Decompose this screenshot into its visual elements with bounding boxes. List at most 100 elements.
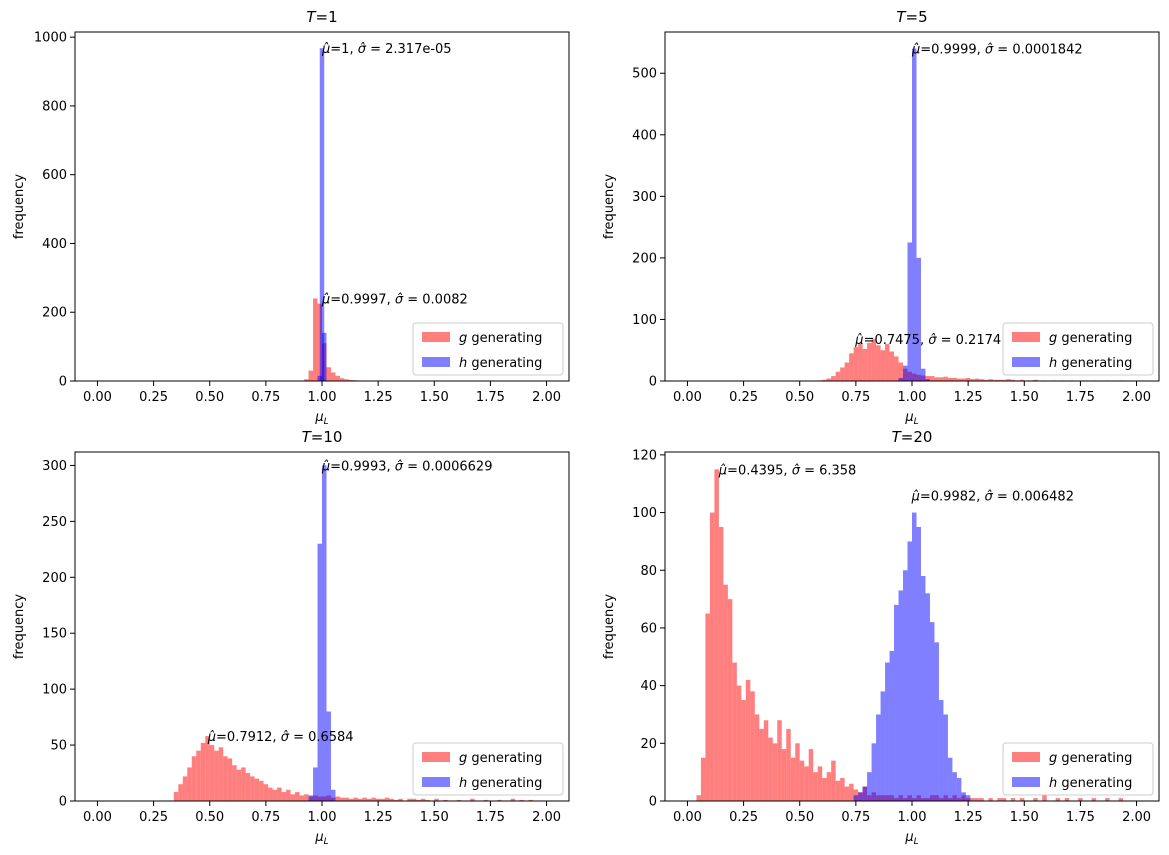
chart-panel-3: 0.00 0.25 0.50 0.75 1.00 1.25 1.50 1.75 2.00 0 50 1… — [12, 428, 570, 847]
x-tick-label: 0.25 — [139, 810, 168, 825]
y-tick-label: 200 — [42, 571, 67, 586]
bar-g — [772, 743, 778, 801]
bar-g — [483, 799, 489, 801]
bar-g — [236, 769, 242, 801]
bar-g — [214, 750, 219, 801]
annotation-text: μ̂=0.9993, σ̂ = 0.0006629 — [321, 459, 493, 474]
bar-g — [339, 797, 345, 801]
chart-panel-2: 0.00 0.25 0.50 0.75 1.00 1.25 1.50 1.75 2.00 0 100… — [602, 8, 1160, 427]
bar-g — [741, 700, 746, 801]
bar-g — [934, 377, 939, 381]
bar-g — [831, 760, 836, 801]
bar-h — [943, 714, 948, 801]
bar-g — [173, 792, 179, 801]
y-axis-label: frequency — [12, 594, 27, 660]
legend-box — [1002, 322, 1154, 376]
legend-box — [412, 322, 564, 376]
bar-g — [849, 353, 854, 381]
bar-g — [822, 777, 827, 801]
bar-h — [326, 711, 331, 801]
bar-g — [344, 797, 349, 801]
bar-g — [840, 777, 845, 801]
x-tick-label: 1.50 — [1010, 390, 1039, 405]
bar-g — [777, 720, 782, 801]
bar-h — [916, 257, 921, 381]
bar-g — [357, 798, 363, 801]
bar-g — [313, 298, 318, 381]
bar-g — [813, 772, 818, 801]
y-tick-label: 400 — [42, 237, 67, 252]
bar-g — [714, 469, 719, 801]
bar-h — [961, 792, 966, 801]
annotation-text: μ̂=0.9982, σ̂ = 0.006482 — [911, 489, 1074, 504]
bar-g — [804, 766, 809, 801]
x-tick-label: 0.50 — [785, 810, 814, 825]
bar-g — [750, 691, 755, 801]
bar-g — [348, 798, 354, 801]
bar-h — [858, 792, 863, 801]
x-tick-label: 1.75 — [476, 390, 505, 405]
bar-g — [763, 720, 769, 801]
x-tick-label: 0.75 — [251, 810, 280, 825]
x-tick-label: 2.00 — [1122, 810, 1151, 825]
bar-g — [304, 379, 309, 381]
bar-g — [970, 379, 975, 381]
bar-h — [952, 772, 957, 801]
bar-h — [889, 651, 895, 801]
bar-g — [263, 784, 269, 801]
legend-swatch-h — [422, 777, 450, 787]
bar-g — [817, 766, 823, 801]
y-tick-label: 600 — [42, 168, 67, 183]
bar-g — [304, 794, 309, 801]
legend: g generating h generating — [1002, 742, 1154, 796]
x-tick-label: 1.75 — [1066, 390, 1095, 405]
bar-g — [844, 362, 850, 381]
bar-g — [227, 758, 233, 801]
y-tick-label: 400 — [632, 128, 657, 143]
bar-g — [232, 765, 237, 801]
bar-g — [700, 757, 706, 801]
bar-g — [286, 789, 291, 801]
bar-g — [1064, 798, 1070, 801]
legend-label-g: g generating — [459, 751, 542, 766]
y-tick-label: 100 — [42, 683, 67, 698]
bar-g — [849, 783, 854, 801]
y-tick-label: 250 — [42, 515, 67, 530]
legend-label-g: g generating — [1049, 751, 1132, 766]
chart-title: T=1 — [306, 8, 337, 26]
annotation-text: μ̂=0.7475, σ̂ = 0.2174 — [854, 333, 1001, 348]
bar-g — [434, 798, 439, 801]
legend-label-h: h generating — [1049, 356, 1132, 371]
bar-h — [853, 795, 859, 801]
legend: g generating h generating — [412, 742, 564, 796]
x-tick-label: 2.00 — [532, 390, 561, 405]
bar-h — [876, 714, 881, 801]
bar-g — [709, 512, 715, 801]
bar-g — [1019, 379, 1025, 381]
bar-g — [456, 799, 462, 801]
bar-g — [380, 798, 385, 801]
annotation-text: μ̂=0.9997, σ̂ = 0.0082 — [321, 292, 468, 307]
bar-g — [1042, 795, 1047, 801]
bar-g — [1001, 379, 1007, 381]
y-tick-label: 200 — [42, 306, 67, 321]
bar-h — [925, 593, 930, 801]
bar-g — [290, 794, 296, 801]
bar-h — [920, 576, 926, 801]
bars-group — [817, 48, 1124, 381]
bar-g — [1010, 798, 1016, 801]
bar-g — [956, 378, 962, 381]
bar-h — [885, 662, 890, 801]
bar-g — [1078, 798, 1083, 801]
bar-h — [330, 789, 336, 801]
legend-swatch-g — [422, 752, 450, 762]
legend-label-h: h generating — [459, 776, 542, 791]
legend-label-h: h generating — [1049, 776, 1132, 791]
bar-h — [898, 377, 904, 381]
bar-g — [254, 778, 260, 801]
x-tick-label: 0.50 — [195, 390, 224, 405]
annotation-text: μ̂=1, σ̂ = 2.317e-05 — [321, 42, 452, 57]
bar-g — [375, 798, 381, 801]
bar-g — [867, 342, 872, 381]
bar-g — [1118, 798, 1124, 801]
